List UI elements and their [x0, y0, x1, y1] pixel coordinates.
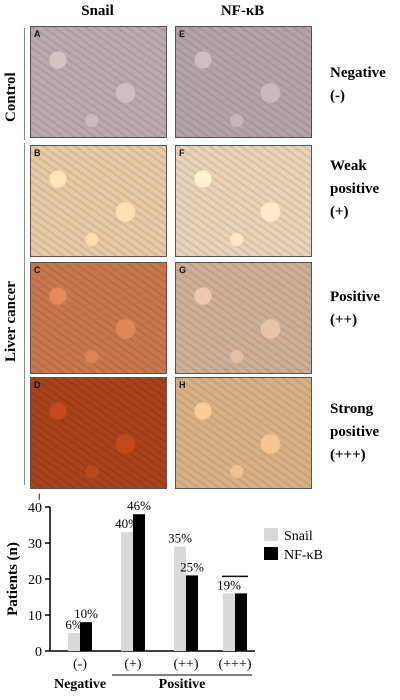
y-tick-label: 10	[28, 609, 42, 624]
liver-cancer-bracket-line	[24, 143, 25, 485]
group-label-positive: Positive	[159, 677, 206, 692]
x-tick-label: (+++)	[218, 657, 251, 672]
micrograph-f: F	[175, 145, 312, 257]
column-header-snail: Snail	[81, 3, 114, 19]
micrograph-b: B	[30, 145, 167, 257]
row-label-control: Control	[3, 72, 19, 122]
y-tick-label: 40	[28, 501, 42, 516]
legend-swatch	[264, 547, 278, 560]
control-bracket-line	[24, 28, 25, 140]
bar	[133, 514, 145, 651]
grade-negative: Negative (-)	[330, 65, 386, 104]
bar	[223, 593, 235, 651]
bar	[235, 593, 247, 651]
micrograph-a: A	[30, 26, 167, 138]
column-header-nfkb: NF-κB	[220, 3, 265, 19]
x-tick-label: (-)	[73, 657, 87, 672]
data-label: 10%	[74, 606, 98, 621]
data-label: 25%	[180, 559, 204, 574]
group-label-negative: Negative	[54, 677, 106, 692]
micrograph-e: E	[175, 26, 312, 138]
bar	[80, 622, 92, 651]
y-tick-label: 30	[28, 537, 42, 552]
bar	[186, 575, 198, 651]
y-tick-label: 0	[35, 645, 42, 660]
grade-positive: Positive (++)	[330, 289, 380, 328]
data-label: 6%	[65, 617, 83, 632]
grade-strong-positive: Strong positive (+++)	[330, 401, 380, 463]
bar	[68, 633, 80, 651]
data-label: 35%	[168, 531, 192, 546]
micrograph-d: D	[30, 377, 167, 489]
legend-label: NF-κB	[284, 548, 323, 563]
y-tick-label: 20	[28, 573, 42, 588]
micrograph-h: H	[175, 377, 312, 489]
y-axis-label: Patients (n)	[5, 542, 21, 616]
panel-label-i: I	[38, 492, 41, 502]
x-tick-label: (++)	[173, 657, 198, 672]
data-label: 46%	[127, 498, 151, 513]
data-label: 19%	[217, 577, 241, 592]
legend-swatch	[264, 528, 278, 541]
legend-label: Snail	[284, 529, 313, 544]
bar	[121, 532, 133, 651]
x-tick-label: (+)	[124, 657, 142, 672]
grade-weak-positive: Weak positive (+)	[330, 158, 380, 220]
row-label-liver-cancer: Liver cancer	[3, 281, 19, 362]
micrograph-c: C	[30, 262, 167, 374]
bar	[174, 546, 186, 651]
micrograph-g: G	[175, 262, 312, 374]
